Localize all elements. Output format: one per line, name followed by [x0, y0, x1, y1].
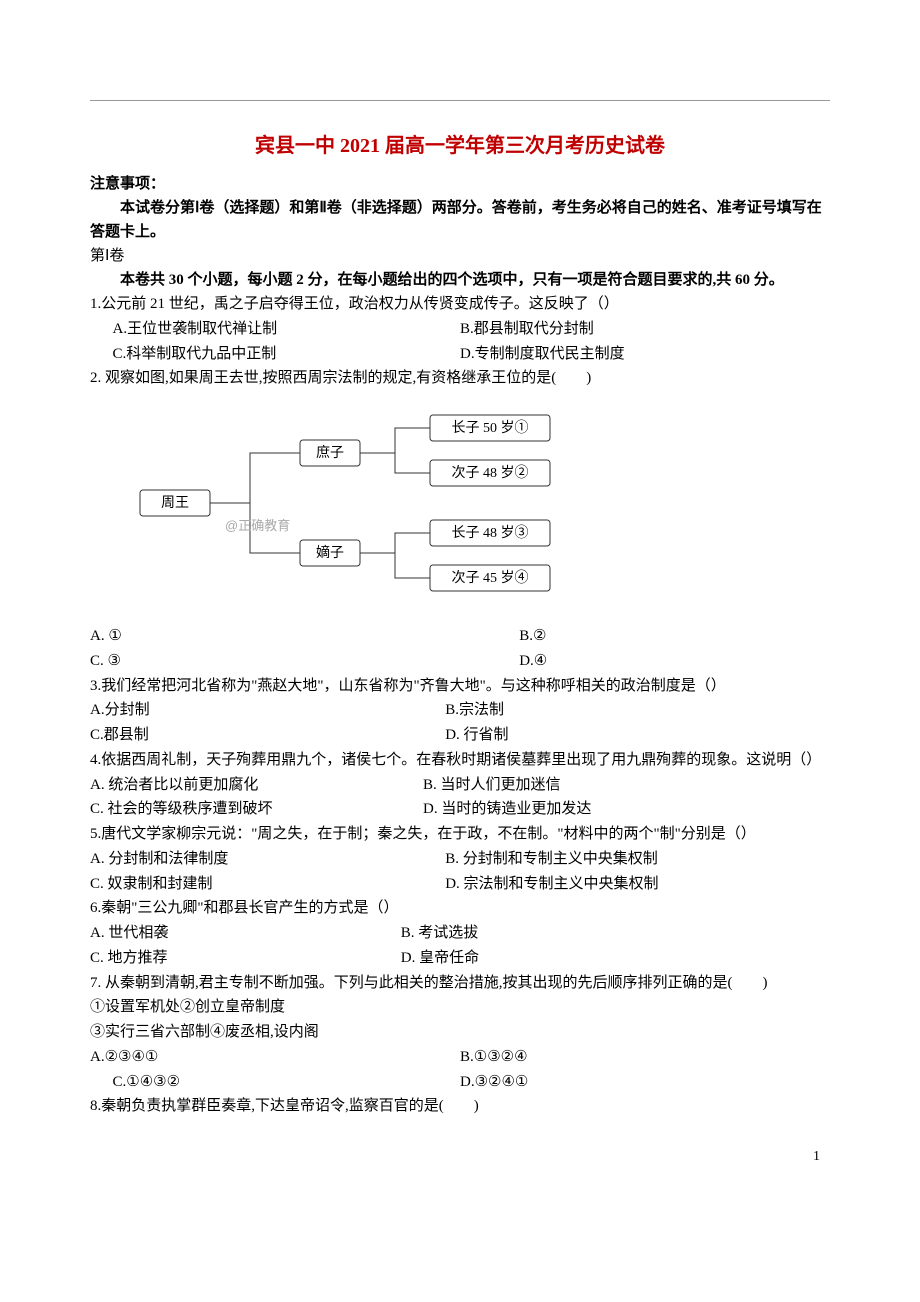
q6-stem: 6.秦朝"三公九卿"和郡县长官产生的方式是（）	[90, 896, 830, 921]
q8-stem: 8.秦朝负责执掌群臣奏章,下达皇帝诏令,监察百官的是( )	[90, 1094, 830, 1119]
part1-instructions: 本卷共 30 个小题，每小题 2 分，在每小题给出的四个选项中，只有一项是符合题…	[90, 268, 830, 292]
node-c2-label: 次子 48 岁②	[452, 465, 529, 481]
q6-opt-a: A. 世代相袭	[90, 921, 401, 946]
q1-opt-a: A.王位世袭制取代禅让制	[90, 317, 460, 342]
q6-opt-c: C. 地方推荐	[90, 946, 401, 971]
q7-opt-a: A.②③④①	[90, 1045, 460, 1070]
exam-page: 宾县一中 2021 届高一学年第三次月考历史试卷 注意事项： 本试卷分第Ⅰ卷（选…	[0, 0, 920, 1225]
node-shuzi-label: 庶子	[316, 445, 344, 461]
node-dizi-label: 嫡子	[316, 544, 344, 561]
q7-row-ab: A.②③④① B.①③②④	[90, 1045, 830, 1070]
node-c1-label: 长子 50 岁①	[452, 420, 529, 436]
q3-row-cd: C.郡县制 D. 行省制	[90, 723, 830, 748]
part1-label: 第Ⅰ卷	[90, 244, 830, 268]
node-zhouwang-label: 周王	[161, 496, 189, 511]
q3-opt-d: D. 行省制	[445, 723, 830, 748]
q3-opt-a: A.分封制	[90, 698, 445, 723]
q5-opt-c: C. 奴隶制和封建制	[90, 872, 445, 897]
q2-opt-a: A. ①	[90, 624, 519, 649]
notice-body: 本试卷分第Ⅰ卷（选择题）和第Ⅱ卷（非选择题）两部分。答卷前，考生务必将自己的姓名…	[90, 196, 830, 244]
q1-opt-d: D.专制制度取代民主制度	[460, 342, 830, 367]
q6-opt-b: B. 考试选拔	[401, 921, 830, 946]
q4-row-ab: A. 统治者比以前更加腐化 B. 当时人们更加迷信	[90, 773, 830, 798]
q2-diagram: 周王 庶子 嫡子 长子 50 岁① 次子 48 岁② 长子 48 岁③ 次子 4…	[130, 405, 830, 610]
edge-dizi-c3	[360, 533, 430, 553]
q2-diagram-svg: 周王 庶子 嫡子 长子 50 岁① 次子 48 岁② 长子 48 岁③ 次子 4…	[130, 405, 610, 605]
q6-opt-d: D. 皇帝任命	[401, 946, 830, 971]
q7-line1: ①设置军机处②创立皇帝制度	[90, 995, 830, 1020]
q1-stem: 1.公元前 21 世纪，禹之子启夺得王位，政治权力从传贤变成传子。这反映了（）	[90, 292, 830, 317]
q3-stem: 3.我们经常把河北省称为"燕赵大地"，山东省称为"齐鲁大地"。与这种称呼相关的政…	[90, 674, 830, 699]
q3-opt-b: B.宗法制	[445, 698, 830, 723]
q4-stem: 4.依据西周礼制，天子殉葬用鼎九个，诸侯七个。在春秋时期诸侯墓葬里出现了用九鼎殉…	[90, 748, 830, 773]
edge-shuzi-c1	[360, 428, 430, 453]
q5-row-ab: A. 分封制和法律制度 B. 分封制和专制主义中央集权制	[90, 847, 830, 872]
q5-stem: 5.唐代文学家柳宗元说："周之失，在于制；秦之失，在于政，不在制。"材料中的两个…	[90, 822, 830, 847]
q2-opt-b: B.②	[519, 624, 830, 649]
q6-row-cd: C. 地方推荐 D. 皇帝任命	[90, 946, 830, 971]
diagram-watermark: @正确教育	[225, 518, 290, 533]
edge-dizi-c4	[360, 553, 430, 578]
q4-row-cd: C. 社会的等级秩序遭到破坏 D. 当时的铸造业更加发达	[90, 797, 830, 822]
q7-row-cd: C.①④③② D.③②④①	[90, 1070, 830, 1095]
q5-row-cd: C. 奴隶制和封建制 D. 宗法制和专制主义中央集权制	[90, 872, 830, 897]
q1-opt-c: C.科举制取代九品中正制	[90, 342, 460, 367]
edge-zhou-shuzi	[210, 453, 300, 503]
q7-line2: ③实行三省六部制④废丞相,设内阁	[90, 1020, 830, 1045]
exam-title: 宾县一中 2021 届高一学年第三次月考历史试卷	[90, 129, 830, 158]
q4-opt-a: A. 统治者比以前更加腐化	[90, 773, 423, 798]
edge-shuzi-c2	[360, 453, 430, 473]
q1-opt-b: B.郡县制取代分封制	[460, 317, 830, 342]
q2-opt-d: D.④	[519, 649, 830, 674]
q5-opt-a: A. 分封制和法律制度	[90, 847, 445, 872]
top-rule	[90, 100, 830, 101]
node-c3-label: 长子 48 岁③	[452, 525, 529, 541]
q3-opt-c: C.郡县制	[90, 723, 445, 748]
q1-row-ab: A.王位世袭制取代禅让制 B.郡县制取代分封制	[90, 317, 830, 342]
q7-opt-b: B.①③②④	[460, 1045, 830, 1070]
notice-label: 注意事项：	[90, 172, 830, 196]
q7-opt-d: D.③②④①	[460, 1070, 830, 1095]
q3-row-ab: A.分封制 B.宗法制	[90, 698, 830, 723]
q1-row-cd: C.科举制取代九品中正制 D.专制制度取代民主制度	[90, 342, 830, 367]
q2-row-cd: C. ③ D.④	[90, 649, 830, 674]
q5-opt-b: B. 分封制和专制主义中央集权制	[445, 847, 830, 872]
q2-row-ab: A. ① B.②	[90, 624, 830, 649]
q2-opt-c: C. ③	[90, 649, 519, 674]
q4-opt-d: D. 当时的铸造业更加发达	[423, 797, 830, 822]
q7-stem: 7. 从秦朝到清朝,君主专制不断加强。下列与此相关的整治措施,按其出现的先后顺序…	[90, 971, 830, 996]
q4-opt-c: C. 社会的等级秩序遭到破坏	[90, 797, 423, 822]
q5-opt-d: D. 宗法制和专制主义中央集权制	[445, 872, 830, 897]
q4-opt-b: B. 当时人们更加迷信	[423, 773, 830, 798]
q7-opt-c: C.①④③②	[90, 1070, 460, 1095]
q6-row-ab: A. 世代相袭 B. 考试选拔	[90, 921, 830, 946]
node-c4-label: 次子 45 岁④	[452, 570, 529, 586]
page-number: 1	[90, 1149, 830, 1165]
q2-stem: 2. 观察如图,如果周王去世,按照西周宗法制的规定,有资格继承王位的是( )	[90, 366, 830, 391]
